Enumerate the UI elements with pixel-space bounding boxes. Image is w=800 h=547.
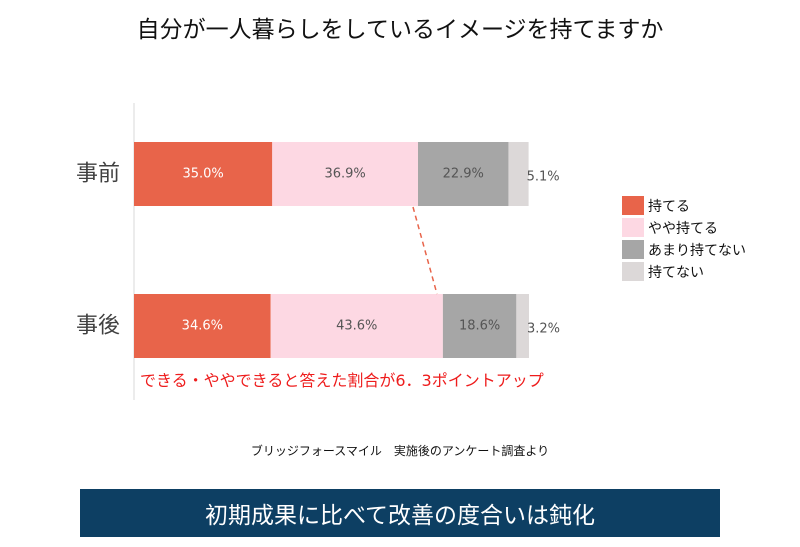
- legend-swatch: [622, 240, 644, 259]
- legend-item: 持てる: [622, 196, 746, 215]
- legend-swatch: [622, 218, 644, 237]
- category-label: 事前: [76, 162, 120, 187]
- bar-segment: [508, 142, 529, 206]
- data-label: 35.0%: [182, 167, 223, 182]
- data-label: 3.2%: [527, 322, 560, 337]
- data-label: 18.6%: [459, 319, 500, 334]
- data-label: 36.9%: [324, 167, 365, 182]
- legend-label: 持てない: [648, 264, 704, 281]
- legend-label: やや持てる: [648, 220, 718, 237]
- category-label: 事後: [76, 314, 120, 339]
- bar-segment: [442, 294, 517, 358]
- legend-label: 持てる: [648, 198, 690, 215]
- bar-group: 事前 35.0% 36.9% 22.9% 5.1% 事後 34.6% 43.6% 18.6% 3.…: [76, 142, 560, 358]
- data-label: 34.6%: [182, 319, 223, 334]
- legend-item: あまり持てない: [622, 240, 746, 259]
- bar-segment: [270, 294, 443, 358]
- legend-swatch: [622, 262, 644, 281]
- legend-swatch: [622, 196, 644, 215]
- bar-segment: [516, 294, 529, 358]
- legend: 持てるやや持てるあまり持てない 持てない: [622, 196, 746, 284]
- bar-segment: [272, 142, 419, 206]
- data-label: 43.6%: [336, 319, 377, 334]
- bar-segment: [134, 294, 271, 358]
- source-note: ブリッジフォースマイル 実施後のアンケート調査より: [250, 444, 550, 458]
- data-label: 5.1%: [527, 170, 560, 185]
- legend-item: 持てない: [622, 262, 746, 281]
- conclusion-text: 初期成果に比べて改善の度合いは鈍化: [204, 503, 596, 529]
- change-connector-line: [412, 206, 438, 295]
- chart-title: 自分が一人暮らしをしているイメージを持てますか: [136, 17, 664, 43]
- conclusion-banner: 初期成果に比べて改善の度合いは鈍化: [80, 489, 720, 537]
- bar-segment: [134, 142, 273, 206]
- legend-item: やや持てる: [622, 218, 746, 237]
- bar-segment: [418, 142, 509, 206]
- annotation-text: できる・ややできると答えた割合が6．3ポイントアップ: [140, 371, 544, 390]
- data-label: 22.9%: [443, 167, 484, 182]
- legend-label: あまり持てない: [648, 242, 746, 259]
- stacked-bar-chart: 事前 35.0% 36.9% 22.9% 5.1% 事後 34.6% 43.6% 18.6% 3.…: [76, 103, 560, 400]
